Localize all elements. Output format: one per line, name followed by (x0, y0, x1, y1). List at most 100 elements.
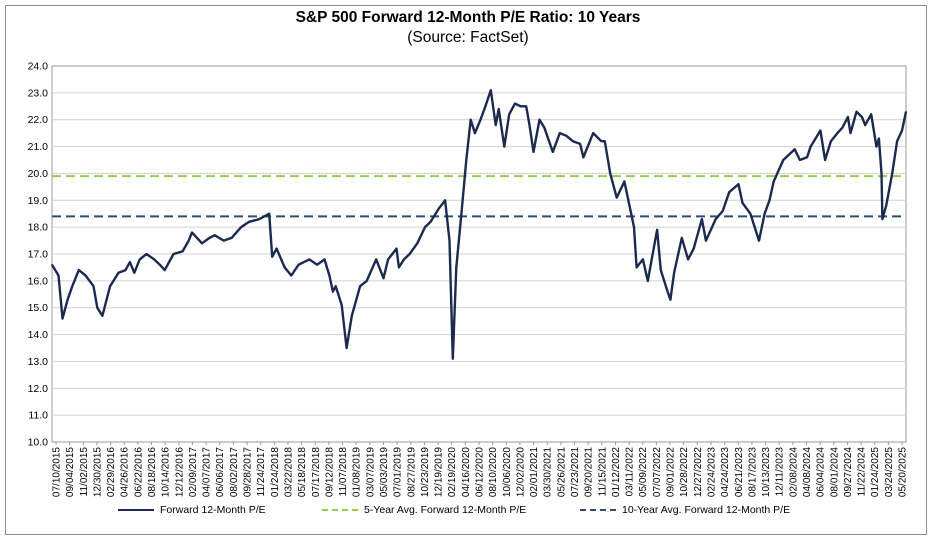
series-pe-point (350, 314, 353, 317)
x-tick-label: 09/20/2021 (584, 447, 595, 497)
series-pe-point (365, 280, 368, 282)
x-tick-label: 01/08/2019 (352, 447, 363, 497)
x-tick-label: 08/18/2016 (147, 447, 158, 497)
x-tick-label: 12/27/2022 (693, 447, 704, 497)
series-pe-point (398, 266, 400, 269)
x-tick-label: 12/02/2020 (515, 447, 526, 497)
series-pe-point (880, 172, 883, 175)
series-pe-point (181, 250, 184, 253)
series-pe-point (579, 143, 581, 145)
series-pe-point (248, 220, 250, 223)
series-pe-point (158, 263, 161, 266)
series-pe-point (51, 263, 53, 266)
series-pe-point (96, 306, 99, 309)
series-pe-point (701, 218, 703, 220)
series-pe-point (187, 239, 190, 242)
series-pe-point (681, 237, 683, 239)
series-pe-point (749, 212, 752, 215)
x-tick-label: 03/07/2019 (365, 447, 376, 497)
series-pe-point (519, 105, 522, 108)
series-pe-point (109, 285, 111, 288)
series-pe-point (763, 212, 766, 215)
y-tick-label: 20.0 (28, 168, 49, 180)
series-pe-point (669, 298, 672, 301)
y-tick-label: 15.0 (28, 302, 49, 314)
x-tick-label: 02/09/2017 (188, 447, 199, 497)
series-pe-point (604, 140, 606, 142)
x-tick-label: 04/07/2017 (202, 447, 213, 497)
series-pe-point (408, 253, 411, 255)
series-pe-point (615, 196, 618, 199)
x-tick-label: 01/24/2018 (270, 447, 281, 497)
series-pe-point (163, 269, 166, 271)
series-pe-point (552, 151, 554, 153)
x-tick-label: 07/07/2022 (652, 447, 663, 497)
series-pe-point (359, 285, 361, 288)
series-pe-point (465, 159, 468, 161)
series-pe-point (633, 226, 635, 228)
x-tick-label: 08/10/2020 (488, 447, 499, 497)
series-pe-point (600, 140, 603, 142)
series-pe-point (290, 274, 293, 277)
series-pe-point (332, 290, 334, 293)
y-tick-label: 17.0 (28, 249, 49, 261)
x-tick-label: 05/20/2025 (898, 447, 909, 497)
series-pe-point (395, 247, 398, 250)
series-pe-point (145, 253, 148, 255)
series-pe-point (258, 218, 261, 220)
series-pe-point (316, 263, 319, 266)
y-tick-label: 21.0 (28, 141, 49, 153)
x-tick-label: 08/27/2019 (406, 447, 417, 497)
legend-swatch-pe (118, 509, 154, 511)
series-pe-point (525, 105, 528, 108)
series-pe-point (308, 258, 311, 261)
series-pe-point (84, 274, 87, 277)
x-tick-label: 07/17/2018 (311, 447, 322, 497)
series-pe-point (592, 132, 594, 134)
legend-label-avg10: 10-Year Avg. Forward 12-Month P/E (622, 504, 791, 516)
series-pe-point (878, 137, 880, 140)
y-tick-label: 22.0 (28, 114, 49, 126)
x-tick-label: 02/08/2024 (788, 447, 799, 497)
series-pe-point (497, 108, 500, 110)
y-tick-label: 18.0 (28, 222, 49, 234)
series-pe-point (528, 124, 531, 126)
series-pe-point (240, 226, 242, 228)
series-pe-point (559, 132, 561, 134)
x-tick-label: 04/16/2020 (461, 447, 472, 497)
series-pe-point (271, 255, 274, 258)
x-tick-label: 09/12/2018 (324, 447, 335, 497)
x-tick-label: 05/26/2021 (556, 447, 567, 497)
x-tick-label: 09/04/2015 (65, 447, 76, 497)
legend-swatch-avg5 (322, 509, 358, 511)
series-pe-point (623, 180, 626, 183)
series-pe-point (429, 220, 432, 223)
series-pe-point (268, 212, 270, 215)
x-tick-label: 02/19/2020 (447, 447, 458, 497)
series-pe-point (741, 202, 744, 204)
x-tick-label: 02/29/2016 (106, 447, 117, 497)
series-pe-point (514, 102, 516, 105)
y-tick-label: 19.0 (28, 195, 49, 207)
legend-label-avg5: 5-Year Avg. Forward 12-Month P/E (364, 504, 527, 516)
series-pe-point (340, 304, 343, 306)
series-pe-point (891, 172, 894, 175)
y-tick-label: 13.0 (28, 356, 49, 368)
series-pe-point (830, 140, 832, 142)
x-tick-label: 01/12/2022 (611, 447, 622, 497)
series-pe-point (692, 247, 695, 250)
series-pe-point (451, 357, 454, 360)
y-tick-label: 14.0 (28, 329, 49, 341)
series-pe-point (138, 258, 141, 261)
x-tick-label: 01/24/2025 (870, 447, 881, 497)
y-tick-label: 10.0 (28, 437, 49, 449)
series-pe-point (896, 140, 898, 142)
series-pe-point (460, 212, 463, 215)
y-tick-label: 16.0 (28, 275, 49, 287)
series-pe-point (153, 258, 155, 261)
x-tick-label: 07/23/2021 (570, 447, 581, 497)
x-tick-label: 09/28/2017 (243, 447, 254, 497)
x-tick-label: 06/22/2016 (133, 447, 144, 497)
series-pe-point (582, 156, 585, 159)
